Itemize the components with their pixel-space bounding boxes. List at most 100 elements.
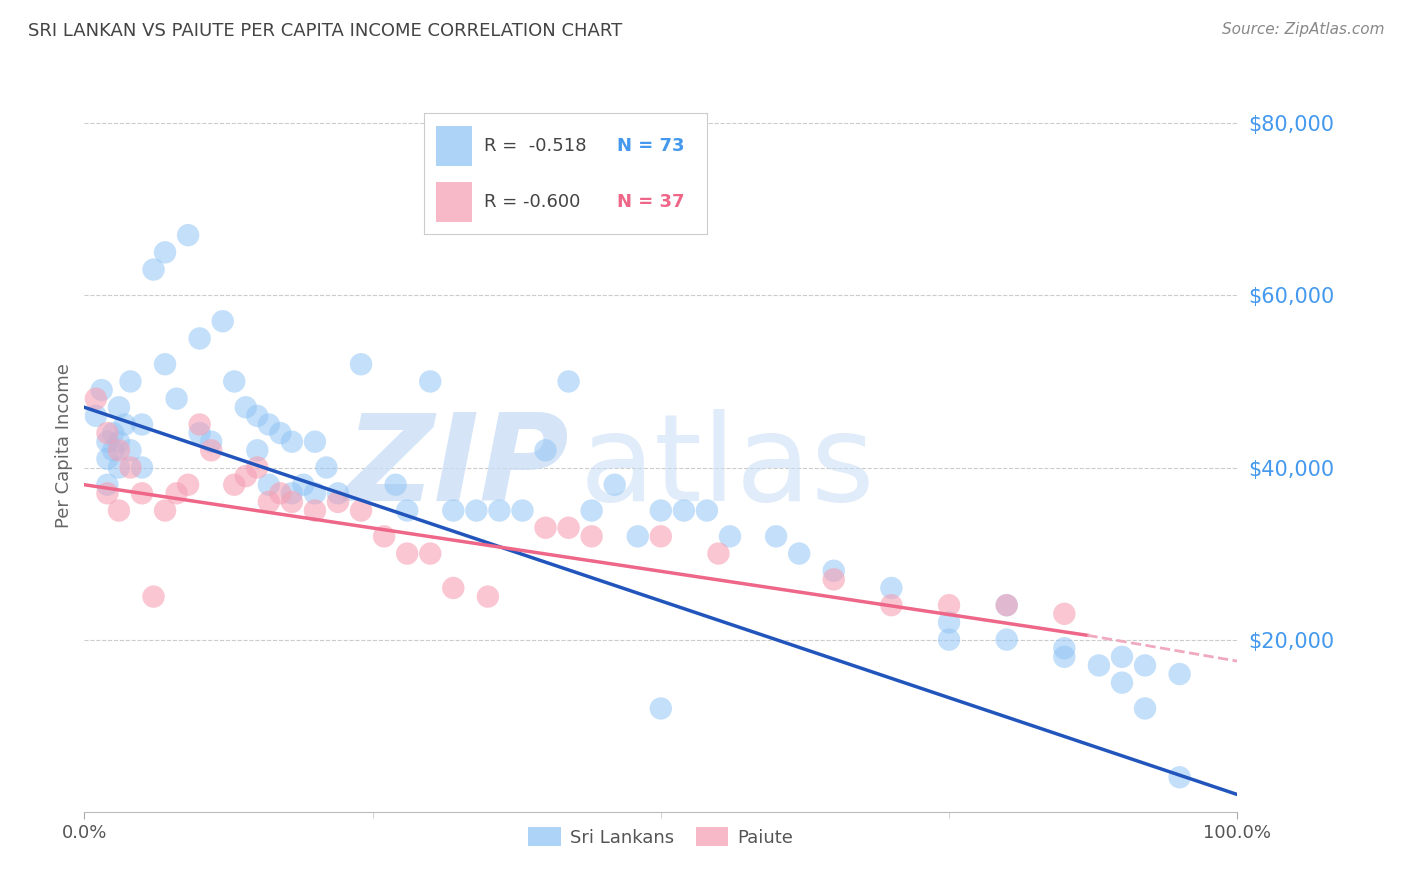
Point <box>153 245 176 260</box>
Point <box>96 451 118 466</box>
Point <box>103 426 124 441</box>
Point <box>103 443 124 458</box>
Point <box>603 477 626 491</box>
Point <box>257 477 280 491</box>
Point <box>304 503 326 517</box>
Point <box>477 590 499 604</box>
Point <box>419 375 441 389</box>
Point <box>581 529 603 543</box>
Point <box>120 443 142 458</box>
Point <box>108 434 131 449</box>
Point <box>373 529 395 543</box>
Point <box>114 417 136 432</box>
Point <box>200 443 222 458</box>
Text: ZIP: ZIP <box>344 409 568 526</box>
Point <box>696 503 718 517</box>
Point <box>1111 649 1133 664</box>
Point <box>534 443 557 458</box>
Point <box>557 521 579 535</box>
Point <box>441 581 464 595</box>
Point <box>246 409 269 423</box>
Point <box>281 434 304 449</box>
Point <box>488 503 510 517</box>
Point <box>512 503 534 517</box>
Point <box>650 503 672 517</box>
Text: SRI LANKAN VS PAIUTE PER CAPITA INCOME CORRELATION CHART: SRI LANKAN VS PAIUTE PER CAPITA INCOME C… <box>28 22 623 40</box>
Point <box>718 529 741 543</box>
Point <box>938 615 960 630</box>
Text: Source: ZipAtlas.com: Source: ZipAtlas.com <box>1222 22 1385 37</box>
Point <box>707 547 730 561</box>
Point <box>257 417 280 432</box>
Point <box>627 529 650 543</box>
Point <box>281 486 304 500</box>
Point <box>292 477 315 491</box>
Point <box>153 357 176 371</box>
Point <box>84 392 107 406</box>
Point <box>672 503 695 517</box>
Point <box>396 547 419 561</box>
Text: atlas: atlas <box>581 409 876 526</box>
Point <box>120 460 142 475</box>
Point <box>120 375 142 389</box>
Point <box>396 503 419 517</box>
Point <box>1168 770 1191 784</box>
Point <box>823 573 845 587</box>
Point <box>880 581 903 595</box>
Point <box>350 357 373 371</box>
Legend: Sri Lankans, Paiute: Sri Lankans, Paiute <box>522 820 800 854</box>
Point <box>269 426 291 441</box>
Point <box>269 486 291 500</box>
Point <box>108 503 131 517</box>
Point <box>246 460 269 475</box>
Point <box>315 460 337 475</box>
Point <box>281 495 304 509</box>
Point <box>1133 701 1156 715</box>
Point <box>142 262 165 277</box>
Point <box>90 383 112 397</box>
Point <box>995 632 1018 647</box>
Point <box>84 409 107 423</box>
Point <box>153 503 176 517</box>
Point <box>188 426 211 441</box>
Point <box>823 564 845 578</box>
Point <box>177 477 200 491</box>
Point <box>1133 658 1156 673</box>
Point <box>326 486 349 500</box>
Point <box>650 529 672 543</box>
Point <box>557 375 579 389</box>
Point <box>465 503 488 517</box>
Point <box>246 443 269 458</box>
Point <box>304 486 326 500</box>
Point <box>188 417 211 432</box>
Point <box>108 443 131 458</box>
Point <box>96 434 118 449</box>
Point <box>326 495 349 509</box>
Point <box>534 521 557 535</box>
Point <box>235 401 257 415</box>
Point <box>166 392 188 406</box>
Point <box>142 590 165 604</box>
Point <box>131 460 153 475</box>
Point <box>200 434 222 449</box>
Point <box>224 375 246 389</box>
Point <box>304 434 326 449</box>
Point <box>650 701 672 715</box>
Point <box>96 426 118 441</box>
Point <box>1168 667 1191 681</box>
Point <box>581 503 603 517</box>
Point <box>211 314 233 328</box>
Point <box>131 486 153 500</box>
Point <box>108 401 131 415</box>
Point <box>938 632 960 647</box>
Point <box>1053 607 1076 621</box>
Point <box>995 598 1018 612</box>
Point <box>1111 675 1133 690</box>
Point <box>419 547 441 561</box>
Y-axis label: Per Capita Income: Per Capita Income <box>55 364 73 528</box>
Point <box>166 486 188 500</box>
Point <box>1053 641 1076 656</box>
Point <box>765 529 787 543</box>
Point <box>96 477 118 491</box>
Point <box>235 469 257 483</box>
